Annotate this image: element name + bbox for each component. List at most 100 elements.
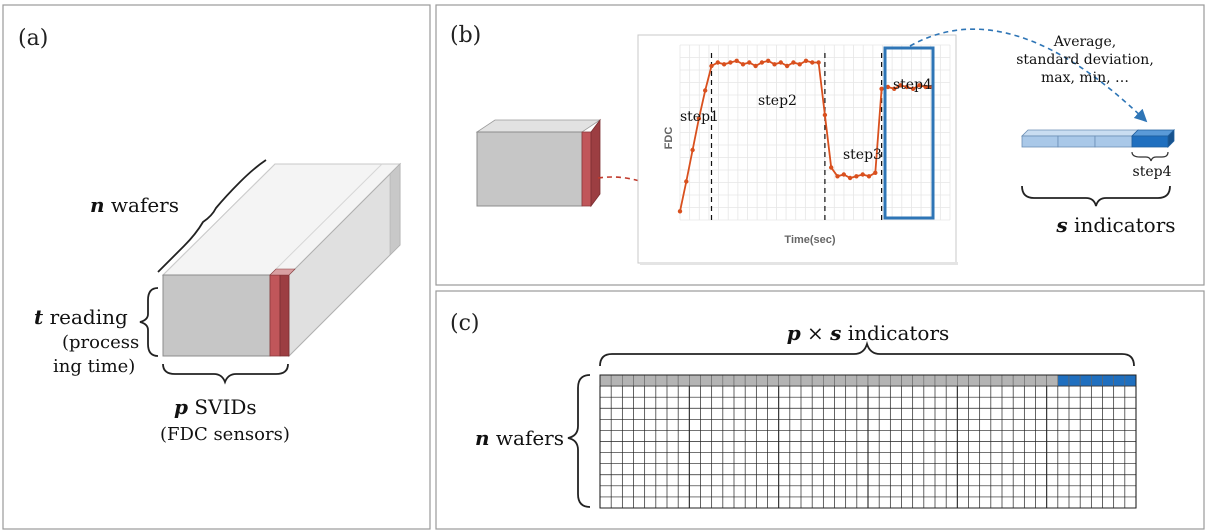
cube-front-face <box>162 274 271 357</box>
n-wafers-brace <box>157 159 267 273</box>
matrix-header-cell <box>811 374 824 387</box>
chart-point <box>822 112 828 118</box>
matrix-header-cell <box>968 374 980 387</box>
chart-point <box>740 62 746 67</box>
matrix-header-cell <box>957 374 969 387</box>
matrix-header-cell <box>823 374 835 387</box>
chart-point <box>847 175 853 181</box>
chart-grid <box>679 44 951 221</box>
stats-line1: Average, <box>1053 34 1116 50</box>
chart-point <box>904 84 909 90</box>
panel-c: (c) p × s indicators n wafers <box>435 290 1205 530</box>
chart-step3-label: step3 <box>843 147 882 163</box>
matrix-header-cell <box>912 374 925 387</box>
chart-point <box>677 209 683 214</box>
matrix-header-cell <box>990 374 1003 387</box>
a-t-sub2: ing time) <box>53 356 135 377</box>
matrix-header-cell <box>1102 374 1114 387</box>
chart-point <box>803 58 809 63</box>
matrix-header-cell <box>834 374 846 387</box>
matrix-header-cell <box>878 374 891 387</box>
c-title: p × s indicators <box>787 321 950 345</box>
panel-a-border <box>2 4 431 530</box>
chart-point <box>910 86 916 92</box>
matrix-header-cell <box>1046 374 1059 387</box>
chart-point <box>866 174 872 179</box>
c-left-brace <box>567 374 591 508</box>
matrix-header-cell <box>800 374 813 387</box>
chart-point <box>772 62 777 67</box>
matrix-header-cell <box>1012 374 1025 387</box>
fdc-chart: FDC Time(sec) step1 step2 step3 step4 <box>637 34 958 265</box>
matrix-header-cell <box>923 374 936 387</box>
matrix-header-cell <box>1079 374 1092 387</box>
matrix-header-cell <box>1124 374 1137 387</box>
step4-highlight-box <box>883 46 935 220</box>
indicator-bar <box>1021 129 1175 148</box>
chart-step2-label: step2 <box>758 93 797 109</box>
wafer-cube <box>161 162 402 358</box>
chart-step1-label: step1 <box>680 109 719 125</box>
matrix-header-cell <box>622 374 634 387</box>
matrix-header-cell <box>901 374 913 387</box>
matrix-header-cell <box>1024 374 1036 387</box>
chart-point <box>721 62 727 67</box>
stats-line3: max, min, … <box>1041 70 1129 86</box>
chart-point <box>709 63 714 69</box>
s-indicators-brace <box>1021 185 1171 207</box>
b-s-indicators-label: s indicators <box>1055 213 1175 237</box>
matrix-header-cell <box>655 374 668 387</box>
step4-brace <box>1131 151 1169 162</box>
chart-series-line <box>677 58 935 214</box>
chart-point <box>791 60 796 65</box>
chart-point <box>810 60 815 65</box>
chart-point <box>892 86 897 92</box>
chart-point <box>841 172 846 177</box>
chart-ylabel: FDC <box>663 127 675 150</box>
a-t-reading-label: t reading <box>34 305 128 329</box>
indicator-seg-3 <box>1094 135 1133 148</box>
matrix-header-cell <box>1068 374 1081 387</box>
panel-b-label: (b) <box>450 23 481 48</box>
chart-point <box>873 170 878 175</box>
matrix-header-cell <box>867 374 880 387</box>
chart-point <box>684 179 689 184</box>
matrix-header-cell <box>644 374 657 387</box>
matrix-header-cell <box>666 374 679 387</box>
chart-point <box>829 165 834 170</box>
chart-point <box>753 63 758 69</box>
chart-xlabel: Time(sec) <box>784 234 835 246</box>
a-p-svids-label: p SVIDs <box>174 395 257 419</box>
chart-point <box>923 84 928 90</box>
chart-point <box>797 62 802 67</box>
matrix-header-cell <box>744 374 757 387</box>
chart-point <box>816 60 821 65</box>
matrix-header-cell <box>934 374 947 387</box>
matrix-header-cell <box>1113 374 1126 387</box>
matrix-header-cell <box>845 374 858 387</box>
t-reading-brace <box>139 287 159 357</box>
matrix-header-cell <box>711 374 724 387</box>
indicator-matrix <box>599 374 1137 509</box>
matrix-header-cell <box>700 374 712 387</box>
matrix-header-cell <box>722 374 735 387</box>
chart-point <box>766 58 771 63</box>
chart-point <box>759 60 765 65</box>
matrix-header-cell <box>767 374 779 387</box>
indicator-seg-2 <box>1057 135 1096 148</box>
chart-point <box>879 86 884 92</box>
chart-point <box>696 116 702 121</box>
a-n-wafers-label: n wafers <box>90 193 179 217</box>
bar-step4-label: step4 <box>1133 164 1172 180</box>
blue-dashed-arrow <box>909 28 1148 123</box>
panel-a: (a) n wafers t reading (process ing time… <box>2 4 431 530</box>
panel-c-label: (c) <box>450 311 480 336</box>
matrix-header-cell <box>1035 374 1047 387</box>
c-n-wafers-label: n wafers <box>475 426 564 450</box>
chart-point <box>898 83 903 88</box>
stats-line2: standard deviation, <box>1016 52 1154 68</box>
chart-point <box>917 83 922 88</box>
chart-step-boundaries <box>710 53 883 220</box>
indicator-seg-1 <box>1021 135 1059 148</box>
